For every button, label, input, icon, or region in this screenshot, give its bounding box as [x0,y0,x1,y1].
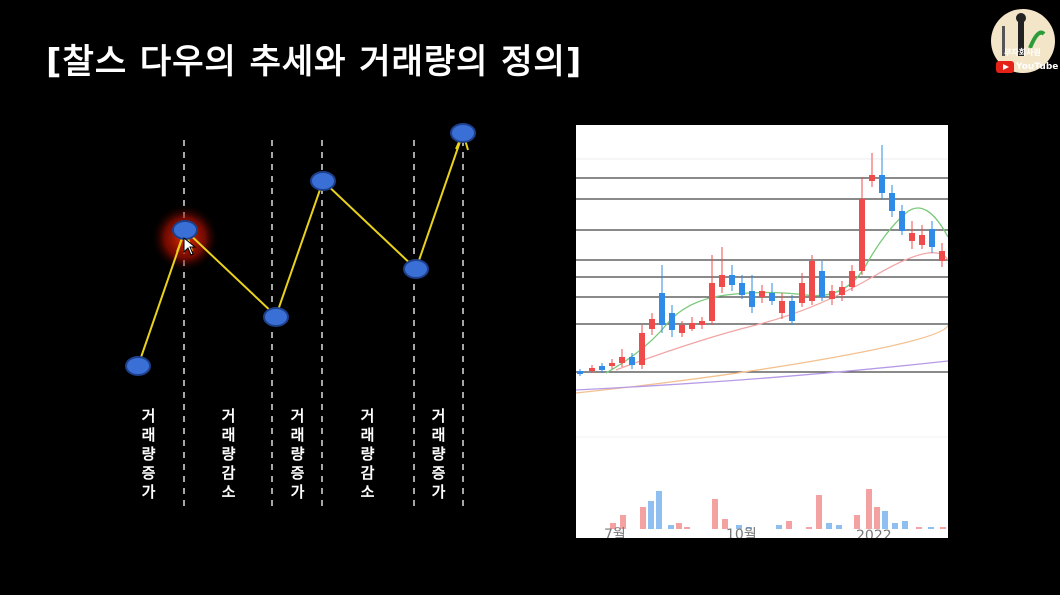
candle-body [849,271,855,287]
volume-label-3: 거래량증가 [288,408,306,503]
volume-bar [640,507,646,529]
channel-logo [991,9,1055,73]
candle-body [829,291,835,299]
candle-body [799,283,805,303]
candle-body [879,175,885,193]
volume-bars [610,489,946,529]
candle-body [929,229,935,247]
trend-node [310,171,336,191]
volume-bar [786,521,792,529]
ma-line [576,360,948,391]
candlestick-chart: 7월 10월 2022 [576,125,948,538]
candle-body [709,283,715,321]
candle-body [899,211,905,231]
volume-bar [854,515,860,529]
volume-bar [806,527,812,529]
trend-node [450,123,476,143]
candle-body [599,366,605,370]
candle-body [669,313,675,330]
candle-body [649,319,655,329]
trend-node [403,259,429,279]
volume-bar [866,489,872,529]
volume-bar [656,491,662,529]
candle-body [577,371,583,374]
candle-body [749,291,755,307]
trend-nodes [125,123,476,376]
candle-body [809,261,815,301]
trend-node [125,356,151,376]
candle-body [769,293,775,301]
volume-bar [916,527,922,529]
volume-bar [676,523,682,529]
candle-body [919,235,925,245]
candle-body [759,291,765,297]
volume-bar [836,525,842,529]
volume-bar [722,519,728,529]
cursor-icon [183,236,197,256]
candle-body [629,357,635,365]
trend-line [137,132,464,367]
volume-bar [882,511,888,529]
volume-bar [620,515,626,529]
volume-bar [902,521,908,529]
axis-label-2: 10월 [726,527,757,538]
volume-bar [648,501,654,529]
volume-bar [610,523,616,529]
logo-text: 부자회사원 [1004,48,1041,57]
candle-body [659,293,665,325]
volume-bar [736,525,742,529]
trend-diagram [125,123,476,508]
axis-label-3: 2022 [856,528,892,538]
youtube-icon [996,61,1014,73]
candle-body [729,275,735,285]
volume-bar [928,527,934,529]
volume-bar [892,523,898,529]
candle-body [789,301,795,321]
candle-body [859,199,865,271]
youtube-label: YouTube [1016,62,1059,72]
volume-bar [668,525,674,529]
candles [577,145,945,376]
volume-bar [776,525,782,529]
volume-bar [746,527,752,529]
volume-label-2: 거래량감소 [219,408,237,503]
volume-bar [816,495,822,529]
volume-bar [826,523,832,529]
candle-body [939,251,945,261]
candle-body [589,368,595,371]
ma-line [615,252,948,371]
volume-label-1: 거래량증가 [139,408,157,503]
candle-body [739,283,745,295]
volume-label-4: 거래량감소 [358,408,376,503]
candle-body [619,357,625,363]
volume-label-5: 거래량증가 [429,408,447,503]
volume-bar [940,527,946,529]
volume-bar [712,499,718,529]
candle-body [699,321,705,325]
candlestick-svg [576,125,948,538]
candle-body [689,323,695,329]
candle-body [839,287,845,295]
ma-line [605,207,948,374]
candle-body [779,301,785,313]
axis-label-1: 7월 [604,527,626,538]
candle-body [889,193,895,211]
candle-body [869,175,875,181]
volume-bar [874,507,880,529]
trend-node [172,220,198,240]
candle-body [679,325,685,333]
volume-bar [684,527,690,529]
candle-body [909,233,915,241]
candle-body [719,275,725,287]
trend-node [263,307,289,327]
candle-body [639,333,645,365]
candle-body [819,271,825,297]
candle-body [609,363,615,366]
ma-line [576,324,948,394]
page-title: [찰스 다우의 추세와 거래량의 정의] [46,42,583,82]
